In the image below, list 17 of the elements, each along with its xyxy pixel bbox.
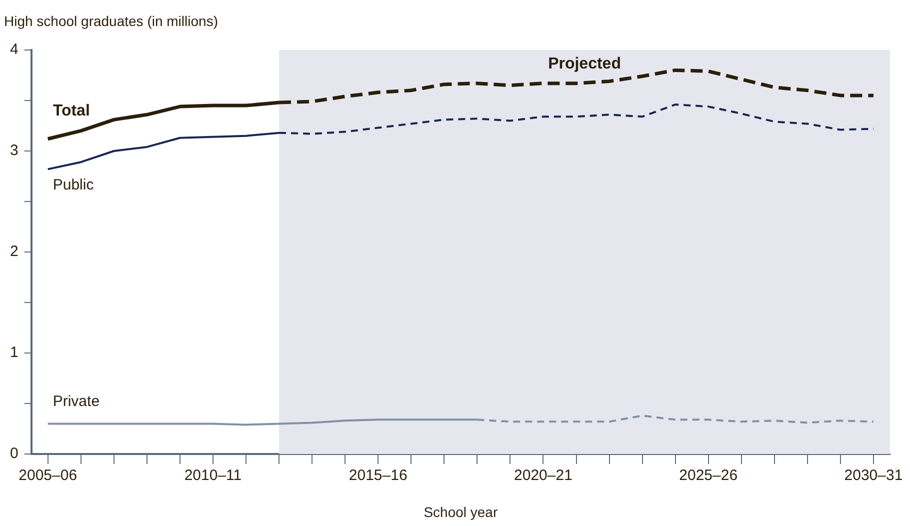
x-tick-label: 2005–06	[18, 467, 78, 484]
x-tick-label: 2020–21	[514, 467, 572, 484]
x-tick-label: 2010–11	[184, 467, 242, 484]
x-axis-title: School year	[424, 504, 498, 520]
y-tick-label: 3	[10, 142, 18, 160]
x-tick-label: 2015–16	[348, 467, 408, 484]
y-tick-label: 4	[10, 41, 18, 58]
x-tick-label: 2025–26	[679, 467, 738, 484]
annotation: Projected	[548, 55, 621, 72]
series-label: Private	[52, 392, 100, 410]
y-tick-label: 2	[10, 243, 18, 260]
series-label: Total	[52, 102, 90, 120]
series-label: Public	[52, 176, 94, 194]
y-tick-label: 1	[10, 344, 18, 362]
y-tick-label: 0	[10, 445, 18, 462]
y-axis-title: High school graduates (in millions)	[4, 12, 218, 29]
x-tick-label: 2030–31	[844, 467, 903, 484]
